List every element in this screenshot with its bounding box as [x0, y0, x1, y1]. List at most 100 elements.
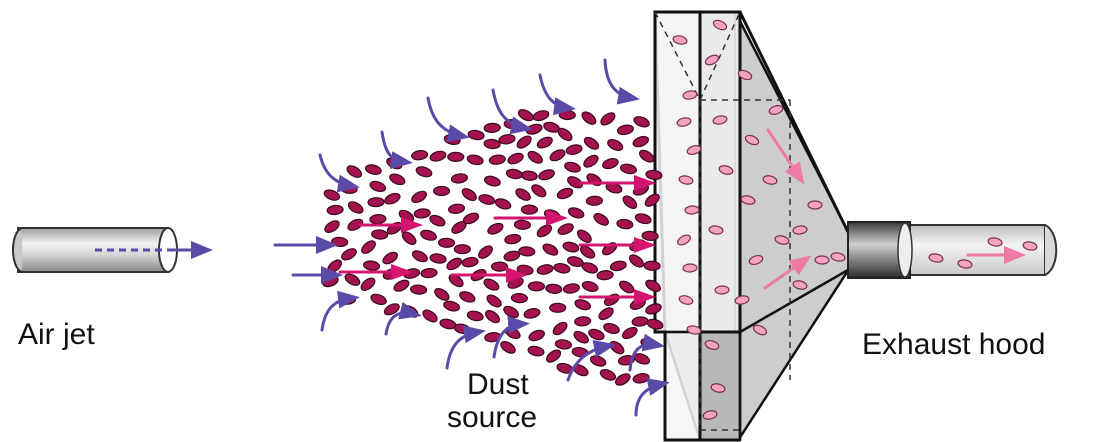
dust-particle — [415, 166, 433, 178]
captured-particle — [682, 90, 698, 100]
dust-particle — [500, 341, 516, 354]
duct-particle — [1022, 241, 1038, 251]
dust-particle — [420, 229, 437, 241]
dust-particle — [443, 300, 460, 312]
dust-particle — [466, 310, 484, 322]
dust-particle — [619, 280, 635, 294]
inflow-arrow — [634, 378, 670, 417]
dust-particle — [371, 229, 389, 240]
dust-particle — [593, 213, 609, 226]
dust-particle — [589, 355, 607, 367]
dust-particle — [579, 245, 596, 259]
dust-particle — [545, 283, 563, 294]
dust-particle — [467, 129, 485, 141]
dust-particle — [446, 257, 462, 271]
dust-particle — [586, 173, 602, 187]
dust-particle — [478, 194, 496, 205]
dust-particle — [331, 236, 349, 248]
dust-particle — [488, 154, 506, 165]
dust-particle — [483, 278, 500, 291]
dust-particle — [429, 214, 446, 227]
dust-particle — [382, 251, 398, 265]
dust-particle — [609, 340, 625, 355]
captured-particle — [712, 115, 728, 125]
captured-particle — [676, 117, 692, 127]
inflow-arrow — [603, 58, 640, 105]
dust-particle — [581, 111, 597, 125]
dust-particle — [583, 154, 599, 168]
captured-particle — [712, 19, 728, 31]
dust-particle — [554, 339, 572, 350]
dust-particle — [322, 275, 339, 288]
dust-particle — [599, 369, 617, 381]
dust-particle — [634, 213, 652, 225]
dust-particle — [347, 218, 364, 231]
duct-particle — [957, 259, 973, 269]
dust-particle — [644, 193, 660, 207]
hood-flow-arrow — [766, 128, 805, 185]
dust-particle — [513, 219, 531, 230]
captured-particle — [792, 280, 808, 290]
dust-particle — [484, 309, 501, 324]
dust-particle — [632, 373, 650, 384]
captured-particle — [807, 200, 823, 210]
dust-particle — [450, 173, 468, 184]
captured-particle — [704, 340, 720, 350]
dust-particle — [633, 116, 650, 128]
dust-particle — [429, 253, 447, 264]
dust-particle — [461, 256, 479, 268]
captured-particle — [792, 225, 808, 235]
duct-particle — [928, 253, 944, 263]
dust-particle — [588, 328, 605, 341]
captured-particle — [762, 175, 778, 185]
exhaust-hood-label: Exhaust hood — [862, 328, 1046, 361]
captured-particle — [678, 175, 694, 185]
dust-particle — [433, 185, 451, 197]
dust-particle — [567, 176, 583, 189]
dust-particle — [607, 139, 624, 151]
dust-particle — [581, 281, 599, 292]
dust-particle — [557, 223, 574, 235]
dust-particle — [459, 291, 476, 303]
exhaust-hood-icon — [653, 10, 850, 442]
inflow-arrow — [566, 339, 616, 382]
dust-particle — [632, 183, 650, 196]
dust-particle — [382, 268, 400, 280]
dust-particle — [609, 260, 627, 272]
dust-source-label-line1: Dust — [467, 368, 529, 401]
dust-particle — [562, 283, 580, 294]
dust-particle — [558, 109, 576, 121]
dust-particle — [447, 203, 466, 214]
dust-particle — [528, 329, 545, 342]
dust-particle — [504, 233, 522, 245]
captured-particle — [678, 295, 694, 305]
inflow-arrow — [320, 290, 360, 332]
dust-particle — [411, 250, 428, 263]
dust-particle — [552, 321, 568, 336]
air-jet-pipe-icon — [12, 227, 213, 273]
inflow-arrow — [318, 153, 360, 193]
dust-particle — [478, 245, 493, 259]
dust-particle — [420, 267, 438, 279]
captured-particle — [684, 205, 700, 215]
captured-particle — [702, 410, 718, 420]
captured-particle — [686, 145, 702, 155]
dust-particle — [403, 268, 421, 279]
dust-particle — [546, 349, 562, 363]
dust-particle — [447, 151, 465, 162]
dust-particle — [503, 305, 519, 319]
captured-particle — [718, 165, 734, 175]
dust-particle — [520, 170, 538, 181]
captured-particle — [686, 325, 702, 335]
dust-particle — [510, 292, 528, 304]
dust-particle — [523, 308, 541, 319]
captured-particle — [677, 234, 691, 246]
dust-particle — [639, 149, 655, 163]
dust-particle — [361, 240, 376, 254]
duct-particle — [987, 237, 1003, 247]
dust-particle — [531, 184, 547, 198]
dust-particle — [532, 110, 550, 122]
dust-particle — [629, 298, 646, 310]
dust-particle — [503, 250, 521, 262]
